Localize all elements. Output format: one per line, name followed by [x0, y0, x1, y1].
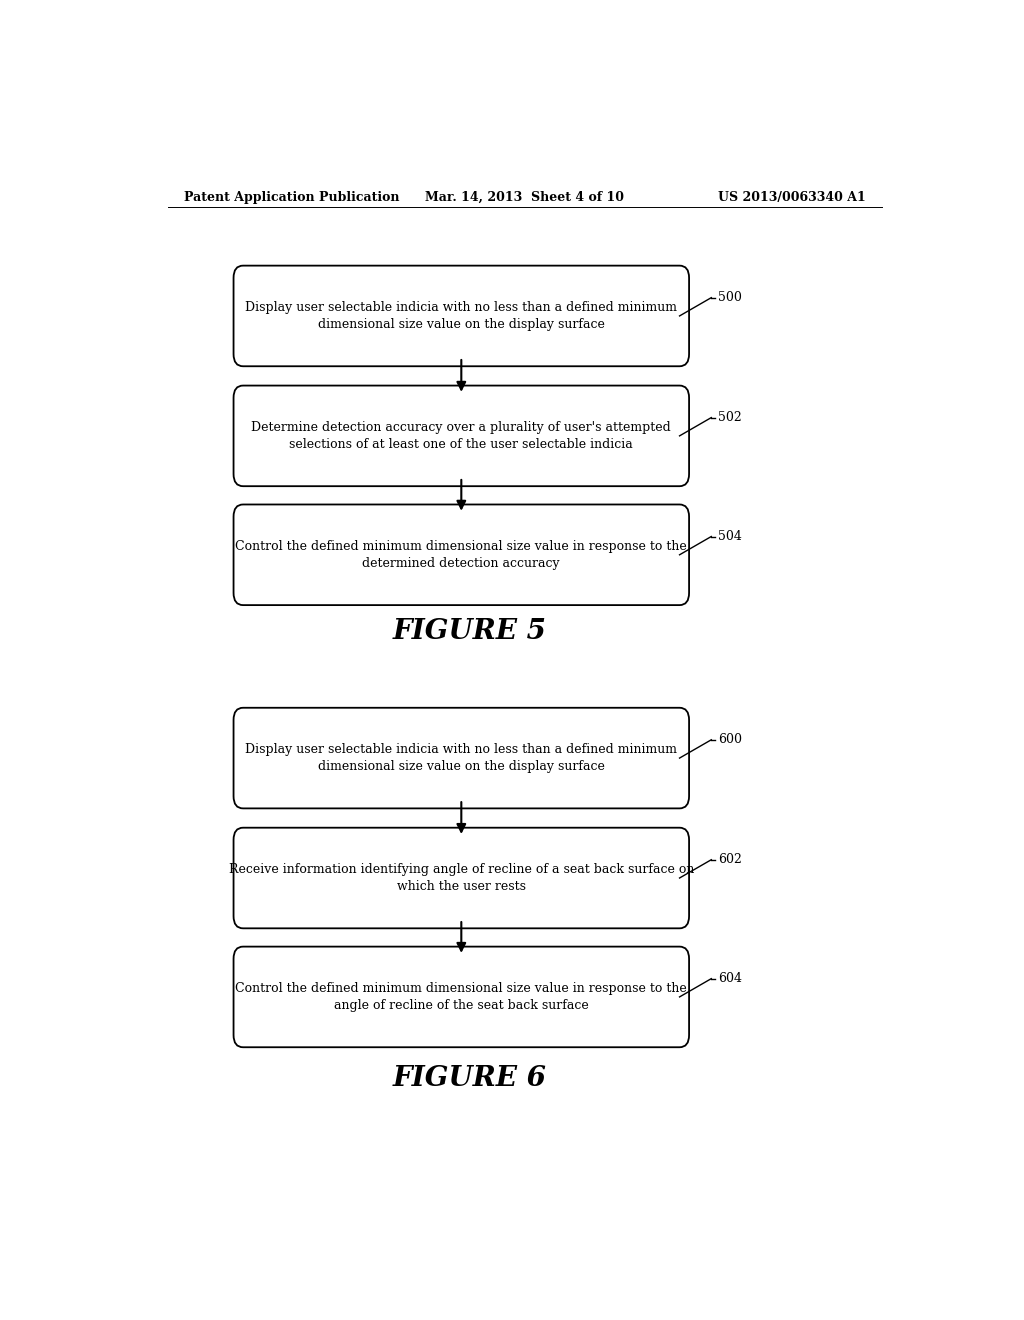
Text: Display user selectable indicia with no less than a defined minimum
dimensional : Display user selectable indicia with no … — [246, 743, 677, 774]
Text: Mar. 14, 2013  Sheet 4 of 10: Mar. 14, 2013 Sheet 4 of 10 — [425, 190, 625, 203]
FancyBboxPatch shape — [233, 946, 689, 1047]
Text: Patent Application Publication: Patent Application Publication — [183, 190, 399, 203]
Text: FIGURE 6: FIGURE 6 — [392, 1065, 546, 1092]
FancyBboxPatch shape — [233, 504, 689, 605]
Text: 602: 602 — [718, 853, 741, 866]
FancyBboxPatch shape — [233, 828, 689, 928]
Text: Receive information identifying angle of recline of a seat back surface on
which: Receive information identifying angle of… — [228, 863, 694, 894]
Text: 504: 504 — [718, 531, 741, 543]
Text: 502: 502 — [718, 411, 741, 424]
Text: FIGURE 5: FIGURE 5 — [392, 618, 546, 644]
Text: 600: 600 — [718, 734, 741, 746]
Text: Display user selectable indicia with no less than a defined minimum
dimensional : Display user selectable indicia with no … — [246, 301, 677, 331]
Text: Determine detection accuracy over a plurality of user's attempted
selections of : Determine detection accuracy over a plur… — [252, 421, 671, 451]
Text: US 2013/0063340 A1: US 2013/0063340 A1 — [718, 190, 866, 203]
FancyBboxPatch shape — [233, 385, 689, 486]
Text: Control the defined minimum dimensional size value in response to the
determined: Control the defined minimum dimensional … — [236, 540, 687, 570]
FancyBboxPatch shape — [233, 265, 689, 366]
FancyBboxPatch shape — [233, 708, 689, 808]
Text: 604: 604 — [718, 972, 741, 985]
Text: Control the defined minimum dimensional size value in response to the
angle of r: Control the defined minimum dimensional … — [236, 982, 687, 1012]
Text: 500: 500 — [718, 292, 741, 304]
